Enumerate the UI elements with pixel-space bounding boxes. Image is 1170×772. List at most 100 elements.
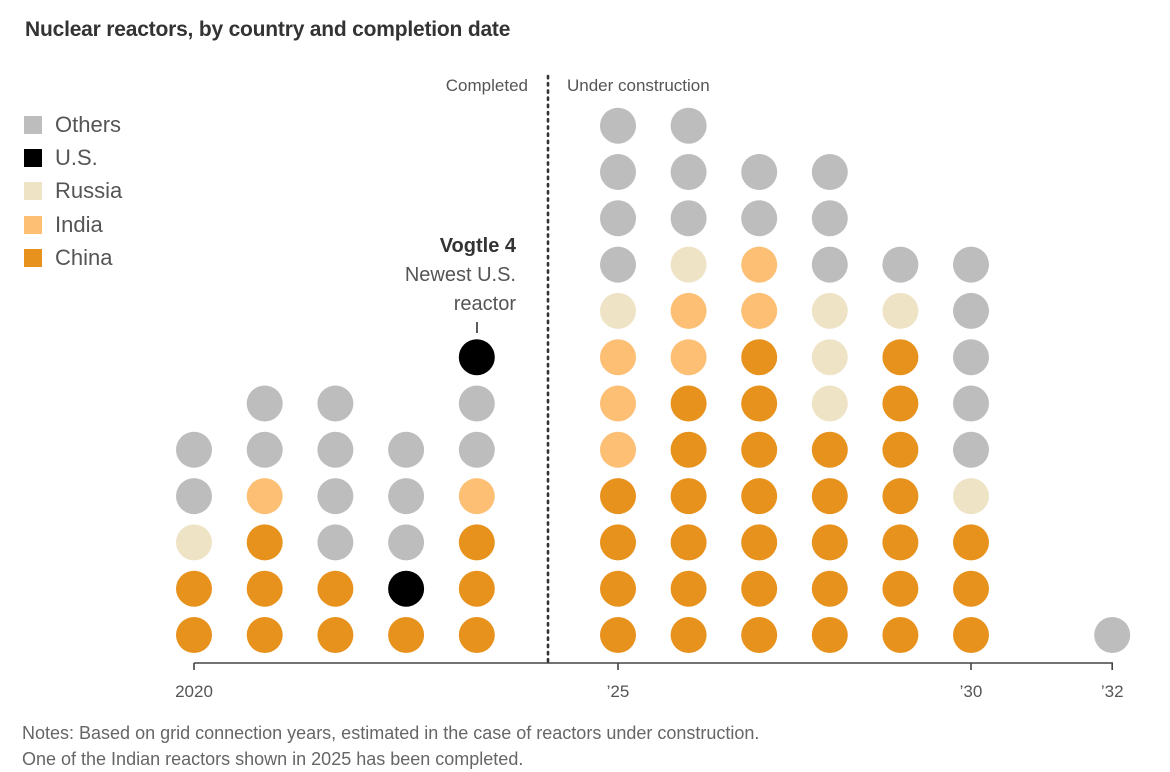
reactor-dot-india-2026 bbox=[670, 339, 707, 376]
reactor-dot-china-2020 bbox=[176, 570, 212, 607]
reactor-dot-others-2028 bbox=[811, 200, 848, 237]
reactor-dot-china-2029 bbox=[882, 431, 919, 468]
reactor-dot-china-2029 bbox=[882, 385, 919, 422]
reactor-dot-china-2024 bbox=[458, 524, 495, 561]
reactor-dot-china-2021 bbox=[246, 524, 283, 561]
legend-item-russia: Russia bbox=[24, 175, 122, 208]
reactor-dot-china-2027 bbox=[741, 478, 778, 515]
reactor-dot-others-2020 bbox=[176, 431, 212, 468]
reactor-dot-china-2029 bbox=[882, 339, 919, 376]
reactor-dot-others-2021 bbox=[246, 431, 283, 468]
reactor-dot-india-2026 bbox=[670, 292, 707, 329]
legend-item-china: China bbox=[24, 241, 122, 274]
reactor-dot-china-2026 bbox=[670, 385, 707, 422]
reactor-dot-others-2026 bbox=[670, 154, 707, 190]
reactor-dot-others-2022 bbox=[317, 431, 354, 468]
reactor-dot-china-2030 bbox=[953, 524, 989, 561]
reactor-dot-russia-2028 bbox=[811, 339, 848, 376]
reactor-dot-china-2021 bbox=[246, 570, 283, 607]
reactor-dot-others-2024 bbox=[458, 431, 495, 468]
x-tick-label-2032: ’32 bbox=[1101, 682, 1124, 701]
notes: Notes: Based on grid connection years, e… bbox=[22, 720, 759, 772]
chart-title: Nuclear reactors, by country and complet… bbox=[25, 18, 511, 41]
vogtle-annotation: Vogtle 4 Newest U.S. reactor bbox=[405, 235, 517, 333]
reactor-dot-others-2028 bbox=[811, 154, 848, 190]
reactor-dot-russia-2028 bbox=[811, 292, 848, 329]
reactor-dot-china-2020 bbox=[176, 617, 212, 653]
reactor-dot-others-2027 bbox=[741, 200, 778, 237]
reactor-dot-india-2025 bbox=[600, 431, 636, 468]
reactor-dot-others-2023 bbox=[388, 431, 425, 468]
reactor-dot-china-2026 bbox=[670, 617, 707, 653]
reactor-dot-others-2028 bbox=[811, 246, 848, 283]
reactor-dot-china-2021 bbox=[246, 617, 283, 653]
reactor-dot-china-2025 bbox=[600, 524, 636, 561]
reactor-dot-china-2028 bbox=[811, 431, 848, 468]
x-tick-label-2020: 2020 bbox=[175, 682, 213, 701]
legend-label: China bbox=[55, 244, 113, 270]
reactor-dot-india-2027 bbox=[741, 246, 778, 283]
annotation-line2: reactor bbox=[454, 293, 517, 315]
reactor-dot-others-2025 bbox=[600, 200, 636, 237]
us-swatch-icon bbox=[24, 148, 42, 167]
reactor-dot-china-2027 bbox=[741, 431, 778, 468]
legend-label: Russia bbox=[55, 178, 123, 204]
india-swatch-icon bbox=[24, 215, 42, 234]
reactor-dot-china-2024 bbox=[458, 617, 495, 653]
reactor-dot-china-2022 bbox=[317, 570, 354, 607]
reactor-dot-india-2024 bbox=[458, 478, 495, 515]
reactor-dot-russia-2025 bbox=[600, 292, 636, 329]
reactor-dot-others-2022 bbox=[317, 478, 354, 515]
reactor-dot-india-2021 bbox=[246, 478, 283, 515]
legend-label: Others bbox=[55, 111, 122, 137]
reactor-dot-russia-2026 bbox=[670, 246, 707, 283]
reactor-dot-others-2022 bbox=[317, 385, 354, 422]
reactor-dot-china-2026 bbox=[670, 570, 707, 607]
reactor-dot-others-2030 bbox=[953, 385, 989, 422]
legend-item-india: India bbox=[24, 208, 122, 241]
reactor-dot-others-2029 bbox=[882, 246, 919, 283]
notes-line-2: One of the Indian reactors shown in 2025… bbox=[22, 749, 524, 769]
legend-item-us: U.S. bbox=[24, 141, 122, 174]
reactor-dot-others-2025 bbox=[600, 154, 636, 190]
reactor-dot-others-2030 bbox=[953, 339, 989, 376]
reactor-dot-others-2025 bbox=[600, 107, 636, 144]
reactor-dot-others-2022 bbox=[317, 524, 354, 561]
reactor-dot-china-2027 bbox=[741, 339, 778, 376]
reactor-dot-china-2025 bbox=[600, 617, 636, 653]
reactor-dot-others-2030 bbox=[953, 246, 989, 283]
x-tick-label-2025: ’25 bbox=[607, 682, 630, 701]
reactor-dot-others-2026 bbox=[670, 200, 707, 237]
reactor-dot-russia-2029 bbox=[882, 292, 919, 329]
reactor-dot-china-2027 bbox=[741, 617, 778, 653]
reactor-dot-china-2029 bbox=[882, 524, 919, 561]
reactor-dot-china-2028 bbox=[811, 524, 848, 561]
reactor-dot-others-2023 bbox=[388, 524, 425, 561]
legend: Others U.S. Russia India China bbox=[24, 108, 122, 274]
reactor-dot-others-2024 bbox=[458, 385, 495, 422]
reactor-dot-china-2027 bbox=[741, 385, 778, 422]
reactor-dot-us-2023 bbox=[388, 570, 425, 607]
dot-layer bbox=[176, 107, 1131, 653]
reactor-dot-russia-2028 bbox=[811, 385, 848, 422]
reactor-dot-china-2023 bbox=[388, 617, 425, 653]
reactor-dot-others-2021 bbox=[246, 385, 283, 422]
reactor-dot-china-2028 bbox=[811, 617, 848, 653]
reactor-dot-russia-2020 bbox=[176, 524, 212, 561]
reactor-dot-us-2024 bbox=[458, 339, 495, 376]
annotation-line1: Newest U.S. bbox=[405, 264, 516, 286]
reactor-dot-china-2029 bbox=[882, 478, 919, 515]
reactor-dot-china-2025 bbox=[600, 570, 636, 607]
reactor-dot-china-2028 bbox=[811, 570, 848, 607]
reactor-dot-china-2030 bbox=[953, 617, 989, 653]
reactor-dot-india-2027 bbox=[741, 292, 778, 329]
reactor-dot-india-2025 bbox=[600, 385, 636, 422]
russia-swatch-icon bbox=[24, 182, 42, 201]
reactor-dot-china-2027 bbox=[741, 524, 778, 561]
reactor-dot-china-2026 bbox=[670, 431, 707, 468]
under-construction-label: Under construction bbox=[567, 76, 710, 95]
reactor-dot-others-2025 bbox=[600, 246, 636, 283]
reactor-dot-china-2030 bbox=[953, 570, 989, 607]
reactor-dot-china-2028 bbox=[811, 478, 848, 515]
